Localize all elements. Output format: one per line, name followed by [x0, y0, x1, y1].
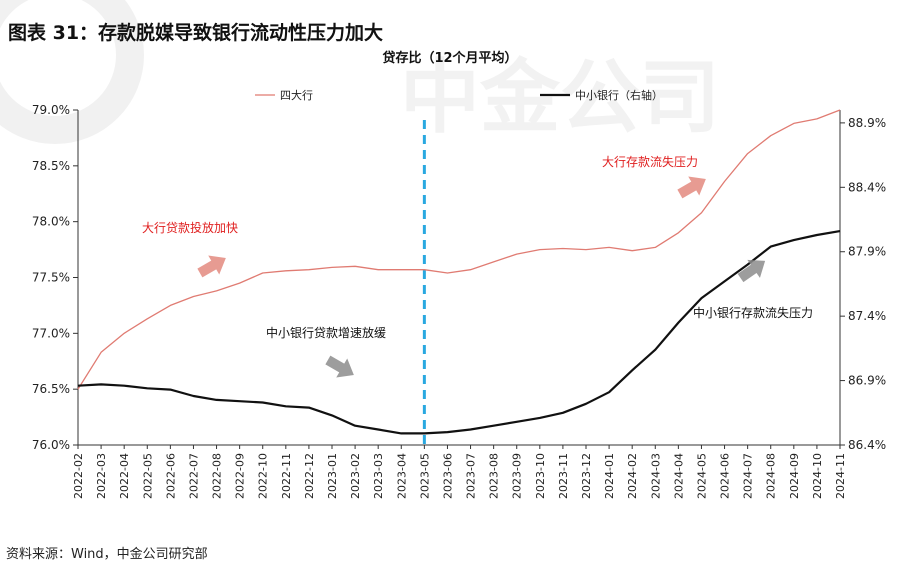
x-tick-label: 2023-04 [395, 453, 408, 499]
x-tick-label: 2022-06 [164, 453, 177, 499]
x-tick-label: 2024-07 [742, 453, 755, 499]
x-tick-label: 2023-07 [465, 453, 478, 499]
x-tick-label: 2023-06 [441, 453, 454, 499]
right-tick-label: 86.4% [848, 438, 886, 452]
x-tick-label: 2024-09 [788, 453, 801, 499]
annotation-text: 大行存款流失压力 [602, 154, 698, 169]
x-tick-label: 2022-04 [118, 453, 131, 499]
x-tick-label: 2024-05 [695, 453, 708, 499]
arrow-down-gray [325, 355, 354, 378]
annotation-text: 中小银行存款流失压力 [693, 305, 813, 320]
right-tick-label: 86.9% [848, 374, 886, 388]
x-tick-label: 2022-12 [303, 453, 316, 499]
x-tick-label: 2024-04 [672, 453, 685, 499]
x-tick-label: 2024-01 [603, 453, 616, 499]
x-tick-label: 2023-10 [534, 453, 547, 499]
x-tick-label: 2022-11 [280, 453, 293, 499]
x-tick-label: 2022-08 [211, 453, 224, 499]
x-tick-label: 2024-06 [719, 453, 732, 499]
right-tick-label: 87.4% [848, 309, 886, 323]
arrow-up-red [677, 176, 706, 199]
x-tick-label: 2024-11 [834, 453, 847, 499]
right-tick-label: 87.9% [848, 245, 886, 259]
x-tick-label: 2023-01 [326, 453, 339, 499]
arrow-up-gray-shape [737, 259, 766, 283]
x-tick-label: 2024-08 [765, 453, 778, 499]
annotation-text: 中小银行贷款增速放缓 [266, 325, 386, 340]
left-tick-label: 78.5% [32, 159, 70, 173]
right-tick-label: 88.9% [848, 116, 886, 130]
x-tick-label: 2024-10 [811, 453, 824, 499]
x-tick-label: 2023-11 [557, 453, 570, 499]
figure-title: 图表 31：存款脱媒导致银行流动性压力加大 [8, 22, 384, 44]
x-tick-label: 2022-05 [141, 453, 154, 499]
x-tick-label: 2023-08 [488, 453, 501, 499]
source-note: 资料来源：Wind，中金公司研究部 [6, 547, 208, 562]
x-tick-label: 2023-03 [372, 453, 385, 499]
x-tick-label: 2024-03 [649, 453, 662, 499]
arrow-up-gray [737, 259, 766, 283]
left-tick-label: 77.5% [32, 271, 70, 285]
x-tick-label: 2022-02 [72, 453, 85, 499]
arrow-up-red-shape [677, 176, 706, 199]
x-tick-label: 2023-12 [580, 453, 593, 499]
left-tick-label: 77.0% [32, 326, 70, 340]
chart-title: 贷存比（12个月平均） [382, 50, 517, 66]
left-tick-label: 79.0% [32, 103, 70, 117]
x-tick-label: 2023-09 [511, 453, 524, 499]
left-tick-label: 76.5% [32, 382, 70, 396]
series-line-big4 [77, 109, 841, 390]
legend-label-big4: 四大行 [280, 88, 313, 102]
arrow-up-red [197, 255, 226, 278]
left-tick-label: 78.0% [32, 215, 70, 229]
x-tick-label: 2023-05 [418, 453, 431, 499]
x-tick-label: 2022-10 [257, 453, 270, 499]
x-tick-label: 2024-02 [626, 453, 639, 499]
watermark-text: 中金公司 [400, 51, 720, 144]
annotation-text: 大行贷款投放加快 [142, 220, 238, 235]
x-tick-label: 2023-02 [349, 453, 362, 499]
x-tick-label: 2022-03 [95, 453, 108, 499]
arrow-down-gray-shape [325, 355, 354, 378]
x-tick-label: 2022-07 [187, 453, 200, 499]
series-line-small-mid [77, 230, 841, 435]
right-tick-label: 88.4% [848, 180, 886, 194]
left-tick-label: 76.0% [32, 438, 70, 452]
arrow-up-red-shape [197, 255, 226, 278]
legend-label-small-mid: 中小银行（右轴） [575, 88, 663, 102]
x-tick-label: 2022-09 [234, 453, 247, 499]
